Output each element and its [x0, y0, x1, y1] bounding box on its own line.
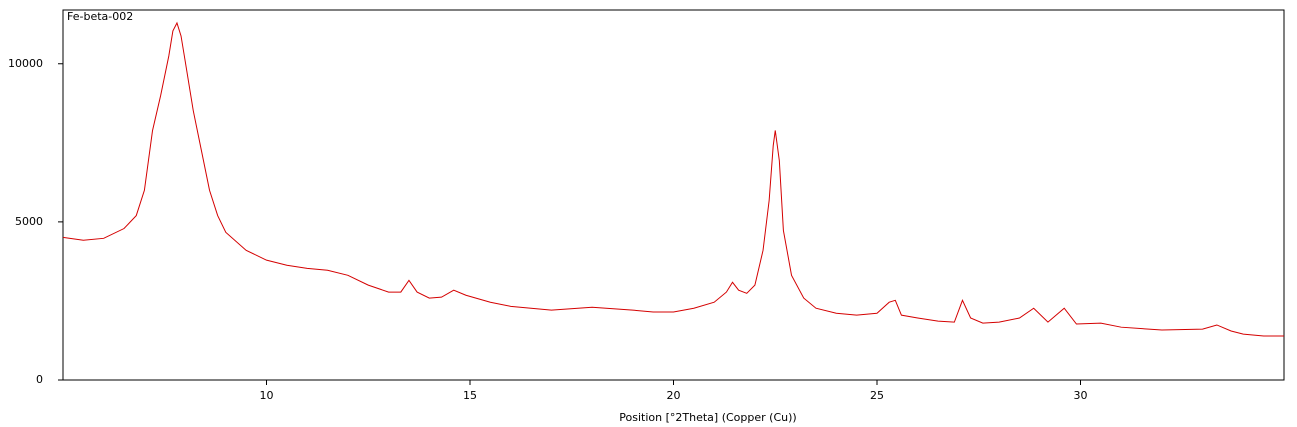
chart-title: Fe-beta-002	[67, 10, 133, 23]
y-tick-label: 0	[36, 373, 43, 386]
data-line	[62, 21, 1284, 337]
x-tick-label: 20	[667, 389, 681, 402]
x-axis-label: Position [°2Theta] (Copper (Cu))	[619, 411, 796, 424]
x-tick-label: 30	[1074, 389, 1088, 402]
x-tick-label: 25	[870, 389, 884, 402]
plot-frame	[62, 9, 1285, 381]
x-tick-label: 10	[260, 389, 274, 402]
x-tick-label: 15	[463, 389, 477, 402]
y-tick-label: 5000	[15, 215, 43, 228]
y-tick-label: 10000	[8, 57, 43, 70]
